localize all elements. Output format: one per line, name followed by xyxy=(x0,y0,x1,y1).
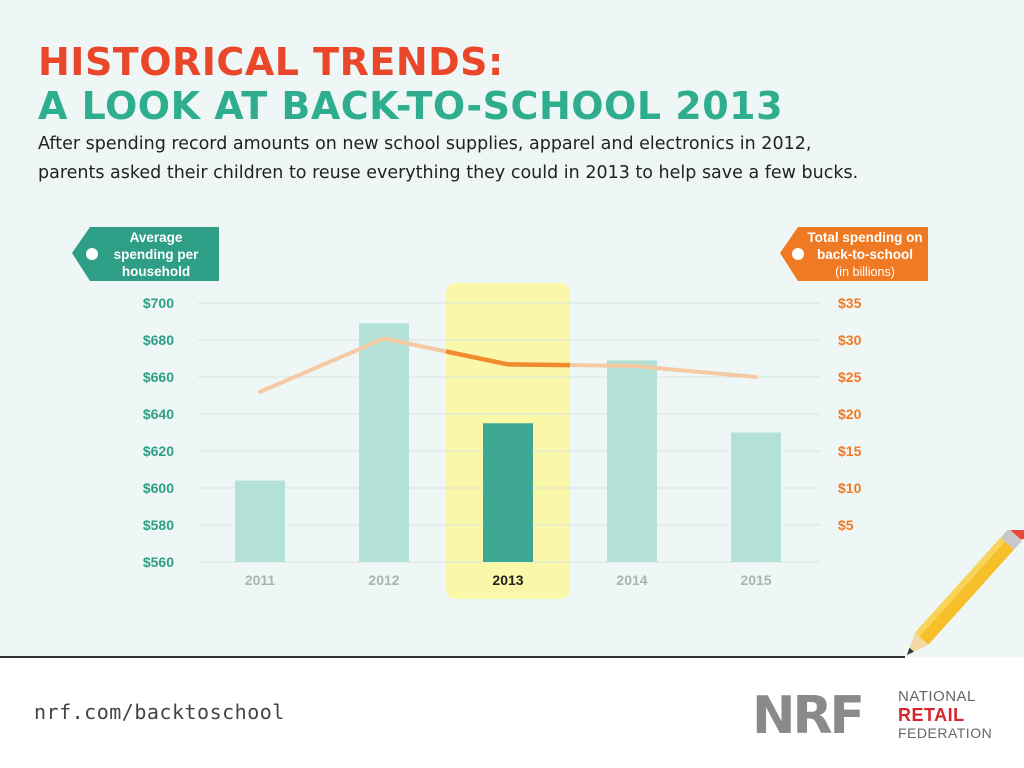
title-line-1: HISTORICAL TRENDS: xyxy=(38,40,504,84)
bar-2011 xyxy=(235,480,285,562)
left-axis-label-tag xyxy=(72,227,219,281)
logo-mark: NRF xyxy=(752,686,865,746)
page-title: HISTORICAL TRENDS: A LOOK AT BACK-TO-SCH… xyxy=(38,40,783,128)
right-axis-tick-label: $5 xyxy=(838,517,854,533)
right-axis-tick-label: $35 xyxy=(838,295,862,311)
right-axis-tick-label: $25 xyxy=(838,369,862,385)
left-axis-tick-label: $600 xyxy=(143,480,174,496)
spending-chart: $700 $680 $660 $640 $620 $600 $580 $560 $35 $30 $2… xyxy=(72,227,928,599)
right-axis-tick-label: $30 xyxy=(838,332,862,348)
category-label-2014: 2014 xyxy=(616,572,647,588)
bar-2014 xyxy=(607,360,657,562)
subtitle-line-2: parents asked their children to reuse ev… xyxy=(38,163,859,183)
bar-2015 xyxy=(731,432,781,562)
left-axis-tag-hole xyxy=(86,248,98,260)
left-axis-label: spending per xyxy=(114,247,200,262)
title-line-2: A LOOK AT BACK-TO-SCHOOL 2013 xyxy=(38,84,784,128)
footer-url[interactable]: nrf.com/backtoschool xyxy=(34,700,285,724)
subtitle-line-1: After spending record amounts on new sch… xyxy=(38,134,812,154)
left-axis-label: Average xyxy=(130,230,183,245)
page-subtitle: After spending record amounts on new sch… xyxy=(38,130,998,188)
right-axis-label: back-to-school xyxy=(817,247,913,262)
right-axis-label: (in billions) xyxy=(835,265,895,279)
left-axis-tick-label: $660 xyxy=(143,369,174,385)
logo-wordmark: NATIONAL RETAIL FEDERATION xyxy=(898,688,992,742)
logo-line-1: NATIONAL xyxy=(898,688,976,705)
logo-line-2: RETAIL xyxy=(898,705,965,725)
right-axis-label: Total spending on xyxy=(807,230,922,245)
right-axis-tag-hole xyxy=(792,248,804,260)
nrf-logo: NRF NATIONAL RETAIL FEDERATION xyxy=(752,688,1002,744)
category-label-2013: 2013 xyxy=(492,572,523,588)
right-axis-tick-label: $10 xyxy=(838,480,862,496)
right-axis-tick-label: $20 xyxy=(838,406,862,422)
category-label-2015: 2015 xyxy=(740,572,771,588)
divider-line xyxy=(0,656,905,658)
pencil-icon xyxy=(907,530,1024,655)
category-label-2012: 2012 xyxy=(368,572,399,588)
left-axis-tick-label: $620 xyxy=(143,443,174,459)
right-axis-label-tag xyxy=(780,227,928,281)
left-axis-label: household xyxy=(122,264,190,279)
left-axis-tick-label: $700 xyxy=(143,295,174,311)
bar-2013 xyxy=(483,423,533,562)
left-axis-tick-label: $580 xyxy=(143,517,174,533)
logo-line-3: FEDERATION xyxy=(898,725,993,741)
left-axis-tick-label: $680 xyxy=(143,332,174,348)
category-label-2011: 2011 xyxy=(245,572,276,588)
left-axis-tick-label: $640 xyxy=(143,406,174,422)
bar-2012 xyxy=(359,323,409,562)
right-axis-tick-label: $15 xyxy=(838,443,862,459)
left-axis-tick-label: $560 xyxy=(143,554,174,570)
total-spending-line-highlight xyxy=(445,349,571,368)
